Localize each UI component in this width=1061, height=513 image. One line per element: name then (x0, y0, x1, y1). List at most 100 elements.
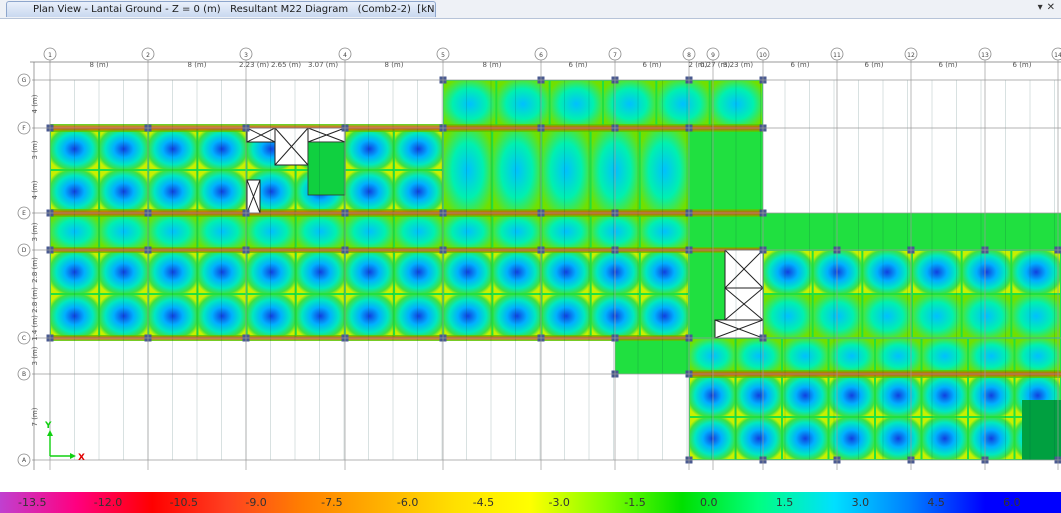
contour-bay (296, 295, 344, 337)
grid-bubble (17, 243, 31, 257)
grid-bubble (17, 367, 31, 381)
contour-bay (690, 339, 735, 373)
legend-value: -10.5 (169, 496, 199, 509)
legend-value: -3.0 (548, 496, 570, 509)
contour-bay (1012, 251, 1060, 293)
contour-bay (345, 251, 394, 293)
grid-bubble (338, 47, 352, 61)
contour-bay (198, 129, 246, 169)
contour-bay (542, 214, 590, 249)
x-spacing-label: 0.27 (m) (700, 61, 730, 69)
legend-segment: -9.0 (227, 492, 304, 513)
contour-legend: -13.5 -12.0 -10.5 -9.0 -7.5 -6.0 -4.5 -3.0 -1.5 0… (0, 492, 1061, 513)
contour-bay (640, 214, 688, 249)
chevron-down-icon[interactable]: ▾ (1037, 2, 1043, 13)
contour-bay (876, 339, 921, 373)
y-spacing-label: 2.8 (m) (31, 287, 39, 313)
y-spacing-label: 3 (m) (31, 222, 39, 241)
grid-bubble (756, 47, 770, 61)
contour-bay (913, 295, 961, 337)
legend-segment: -1.5 (606, 492, 683, 513)
grid-bubble (141, 47, 155, 61)
close-icon[interactable]: ✕ (1046, 2, 1055, 13)
contour-bay (100, 295, 148, 337)
contour-bay (813, 251, 862, 293)
grid-bubble (904, 47, 918, 61)
contour-bay (640, 251, 688, 293)
contour-bay (51, 214, 99, 249)
contour-bay (198, 251, 246, 293)
contour-bay (736, 339, 781, 373)
slab-area (1022, 400, 1061, 460)
contour-bay (783, 418, 828, 459)
contour-bay (962, 295, 1011, 337)
grid-bubble (608, 47, 622, 61)
x-spacing-label: 2.23 (m) (239, 61, 269, 69)
grid-bubble (706, 47, 720, 61)
contour-zones (46, 76, 1061, 464)
grid-bubble-label: 12 (907, 52, 915, 59)
grid-bubble-label: D (22, 247, 27, 254)
contour-bay (444, 81, 496, 127)
x-spacing-label: 6 (m) (1013, 61, 1032, 69)
grid-bubble-label: 4 (343, 52, 347, 59)
grid-bubble-label: 13 (981, 52, 989, 59)
legend-value: 4.5 (927, 496, 945, 509)
grid-bubble-label: 2 (146, 52, 150, 59)
legend-value: -6.0 (396, 496, 419, 509)
grid-bubble-label: 3 (244, 52, 248, 59)
grid-bubble (239, 47, 253, 61)
x-spacing-label: 6 (m) (643, 61, 662, 69)
contour-bay (876, 375, 921, 416)
y-spacing-label: 2.8 (m) (31, 257, 39, 283)
contour-bay (51, 129, 99, 169)
contour-bay (51, 251, 99, 293)
grid-bubble-label: E (22, 210, 26, 217)
contour-bay (394, 129, 442, 169)
x-spacing-label: 3.07 (m) (308, 61, 338, 69)
contour-bay (764, 251, 812, 293)
contour-bay (922, 375, 967, 416)
grid-bubble-label: C (22, 335, 26, 342)
legend-segment: 3.0 (833, 492, 910, 513)
grid-bubble-label: 7 (613, 52, 617, 59)
legend-value: 0.0 (700, 496, 718, 509)
contour-bay (394, 171, 442, 212)
legend-value: -4.5 (472, 496, 495, 509)
contour-bay (657, 81, 709, 127)
contour-bay (764, 295, 812, 337)
legend-segment: -12.0 (75, 492, 152, 513)
slab-patch (307, 141, 346, 196)
contour-bay (345, 214, 394, 249)
grid-bubble-label: F (22, 125, 26, 132)
contour-bay (913, 251, 961, 293)
contour-bay (690, 418, 735, 459)
grid-bubble (830, 47, 844, 61)
grid-bubble-label: 10 (759, 52, 767, 59)
legend-segment: 0.0 (682, 492, 758, 513)
legend-value: -9.0 (245, 496, 267, 509)
legend-segment: -13.5 (0, 492, 76, 513)
contour-bay (149, 171, 197, 212)
contour-bay (497, 81, 549, 127)
contour-bay (863, 251, 911, 293)
contour-bay (296, 214, 344, 249)
contour-bay (444, 251, 492, 293)
slab-area (615, 338, 689, 374)
contour-bay (710, 81, 762, 127)
x-spacing-label: 6 (m) (865, 61, 884, 69)
contour-bay (493, 251, 541, 293)
contour-bay (783, 339, 828, 373)
contour-bay (813, 295, 862, 337)
grid-bubble (17, 453, 31, 467)
contour-bay (100, 171, 148, 212)
legend-segment: -7.5 (303, 492, 379, 513)
grid-lines (30, 60, 1061, 470)
legend-segment: -6.0 (378, 492, 455, 513)
contour-bay (922, 339, 967, 373)
contour-bay (395, 214, 443, 249)
x-spacing-label: 8 (m) (90, 61, 109, 69)
grid-bubble (17, 206, 31, 220)
plan-view-tab[interactable]: Plan View - Lantai Ground - Z = 0 (m) Re… (6, 1, 436, 17)
